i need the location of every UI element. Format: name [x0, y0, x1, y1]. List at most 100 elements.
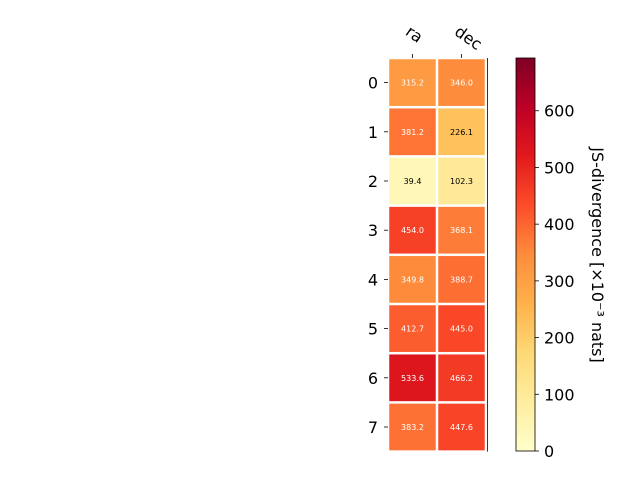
colorbar-segment — [516, 71, 535, 75]
colorbar-segment — [516, 247, 535, 252]
colorbar-segment — [516, 401, 535, 406]
colorbar-segment — [516, 189, 535, 193]
colorbar-segment — [516, 329, 535, 334]
colorbar-segment — [516, 80, 535, 85]
colorbar-segment — [516, 365, 535, 370]
heatmap-cell-r0-c1 — [438, 59, 485, 106]
colorbar-segment — [516, 126, 535, 131]
row-label-7: 7 — [368, 418, 378, 437]
cell-value-label: 447.6 — [450, 423, 473, 432]
colorbar-segment — [516, 375, 535, 380]
colorbar-segment — [516, 172, 535, 177]
colorbar-segment — [516, 434, 535, 439]
colorbar-segment — [516, 431, 535, 436]
colorbar-segment — [516, 441, 535, 446]
colorbar-segment — [516, 342, 535, 347]
colorbar-segment — [516, 94, 535, 98]
heatmap-cell-r0-c0 — [389, 59, 436, 106]
colorbar-segment — [516, 84, 535, 89]
colorbar-segment — [516, 414, 535, 419]
colorbar-segment — [516, 149, 535, 154]
row-label-6: 6 — [368, 369, 378, 388]
colorbar-segment — [516, 267, 535, 272]
colorbar-segment — [516, 306, 535, 311]
colorbar-segment — [516, 130, 535, 134]
cell-value-label: 368.1 — [450, 226, 473, 235]
colorbar-segment — [516, 228, 535, 233]
colorbar-segment — [516, 74, 535, 79]
colorbar-segment — [516, 405, 535, 410]
column-label-ra: ra — [402, 22, 426, 47]
colorbar: 0 100 200 300 400 500 600 — [515, 57, 575, 461]
colorbar-tick-label: 300 — [544, 272, 575, 291]
cell-value-label: 346.0 — [450, 79, 473, 88]
heatmap-cell-r5-c0 — [389, 305, 436, 352]
colorbar-segment — [516, 339, 535, 344]
colorbar-segment — [516, 192, 535, 197]
heatmap-cell-r7-c0 — [389, 403, 436, 451]
colorbar-segment — [516, 136, 535, 141]
colorbar-segment — [516, 326, 535, 331]
colorbar-segment — [516, 352, 535, 357]
colorbar-segment — [516, 169, 535, 174]
colorbar-segment — [516, 313, 535, 318]
colorbar-segment — [516, 221, 535, 226]
colorbar-segment — [516, 61, 535, 66]
colorbar-segment — [516, 444, 535, 449]
colorbar-segment — [516, 182, 535, 187]
colorbar-segment — [516, 428, 535, 432]
cell-value-label: 226.1 — [450, 128, 473, 137]
colorbar-segment — [516, 395, 535, 400]
colorbar-segment — [516, 146, 535, 151]
colorbar-segment — [516, 139, 535, 144]
cell-value-label: 315.2 — [401, 79, 424, 88]
heatmap-cell-r1-c0 — [389, 108, 436, 156]
row-ticks: 0 1 2 3 4 5 6 7 — [368, 74, 388, 437]
colorbar-segment — [516, 215, 535, 220]
heatmap-cell-r4-c0 — [389, 256, 436, 303]
colorbar-segment — [516, 382, 535, 387]
colorbar-segment — [516, 388, 535, 393]
colorbar-segment — [516, 195, 535, 200]
colorbar-segment — [516, 277, 535, 282]
colorbar-segment — [516, 303, 535, 308]
heatmap-cell-r4-c1 — [438, 256, 485, 303]
cell-value-label: 445.0 — [450, 325, 473, 334]
colorbar-segment — [516, 293, 535, 298]
colorbar-segment — [516, 424, 535, 429]
heatmap-cell-r3-c1 — [438, 206, 485, 254]
colorbar-segment — [516, 398, 535, 403]
cell-value-label: 39.4 — [404, 177, 422, 186]
heatmap-cell-r6-c1 — [438, 354, 485, 402]
colorbar-segment — [516, 392, 535, 396]
colorbar-segment — [516, 225, 535, 229]
heatmap-cell-r7-c1 — [438, 403, 485, 451]
colorbar-segment — [516, 166, 535, 170]
colorbar-segment — [516, 116, 535, 121]
colorbar-segment — [516, 274, 535, 279]
colorbar-segment — [516, 316, 535, 321]
row-label-4: 4 — [368, 270, 378, 289]
heatmap-cell-r2-c1 — [438, 157, 485, 205]
colorbar-segment — [516, 356, 535, 360]
colorbar-segment — [516, 205, 535, 210]
colorbar-segment — [516, 437, 535, 442]
heatmap-cell-r2-c0 — [389, 157, 436, 205]
colorbar-segment — [516, 120, 535, 125]
cell-value-label: 102.3 — [450, 177, 473, 186]
colorbar-segment — [516, 143, 535, 148]
row-label-3: 3 — [368, 221, 378, 240]
colorbar-segment — [516, 113, 535, 118]
colorbar-segment — [516, 179, 535, 184]
colorbar-segment — [516, 218, 535, 223]
cell-value-label: 454.0 — [401, 226, 424, 235]
colorbar-segment — [516, 264, 535, 269]
column-ticks: ra dec — [402, 22, 486, 58]
colorbar-segment — [516, 234, 535, 239]
row-label-1: 1 — [368, 123, 378, 142]
row-label-5: 5 — [368, 320, 378, 339]
colorbar-segment — [516, 156, 535, 161]
colorbar-segment — [516, 211, 535, 216]
colorbar-segment — [516, 385, 535, 390]
